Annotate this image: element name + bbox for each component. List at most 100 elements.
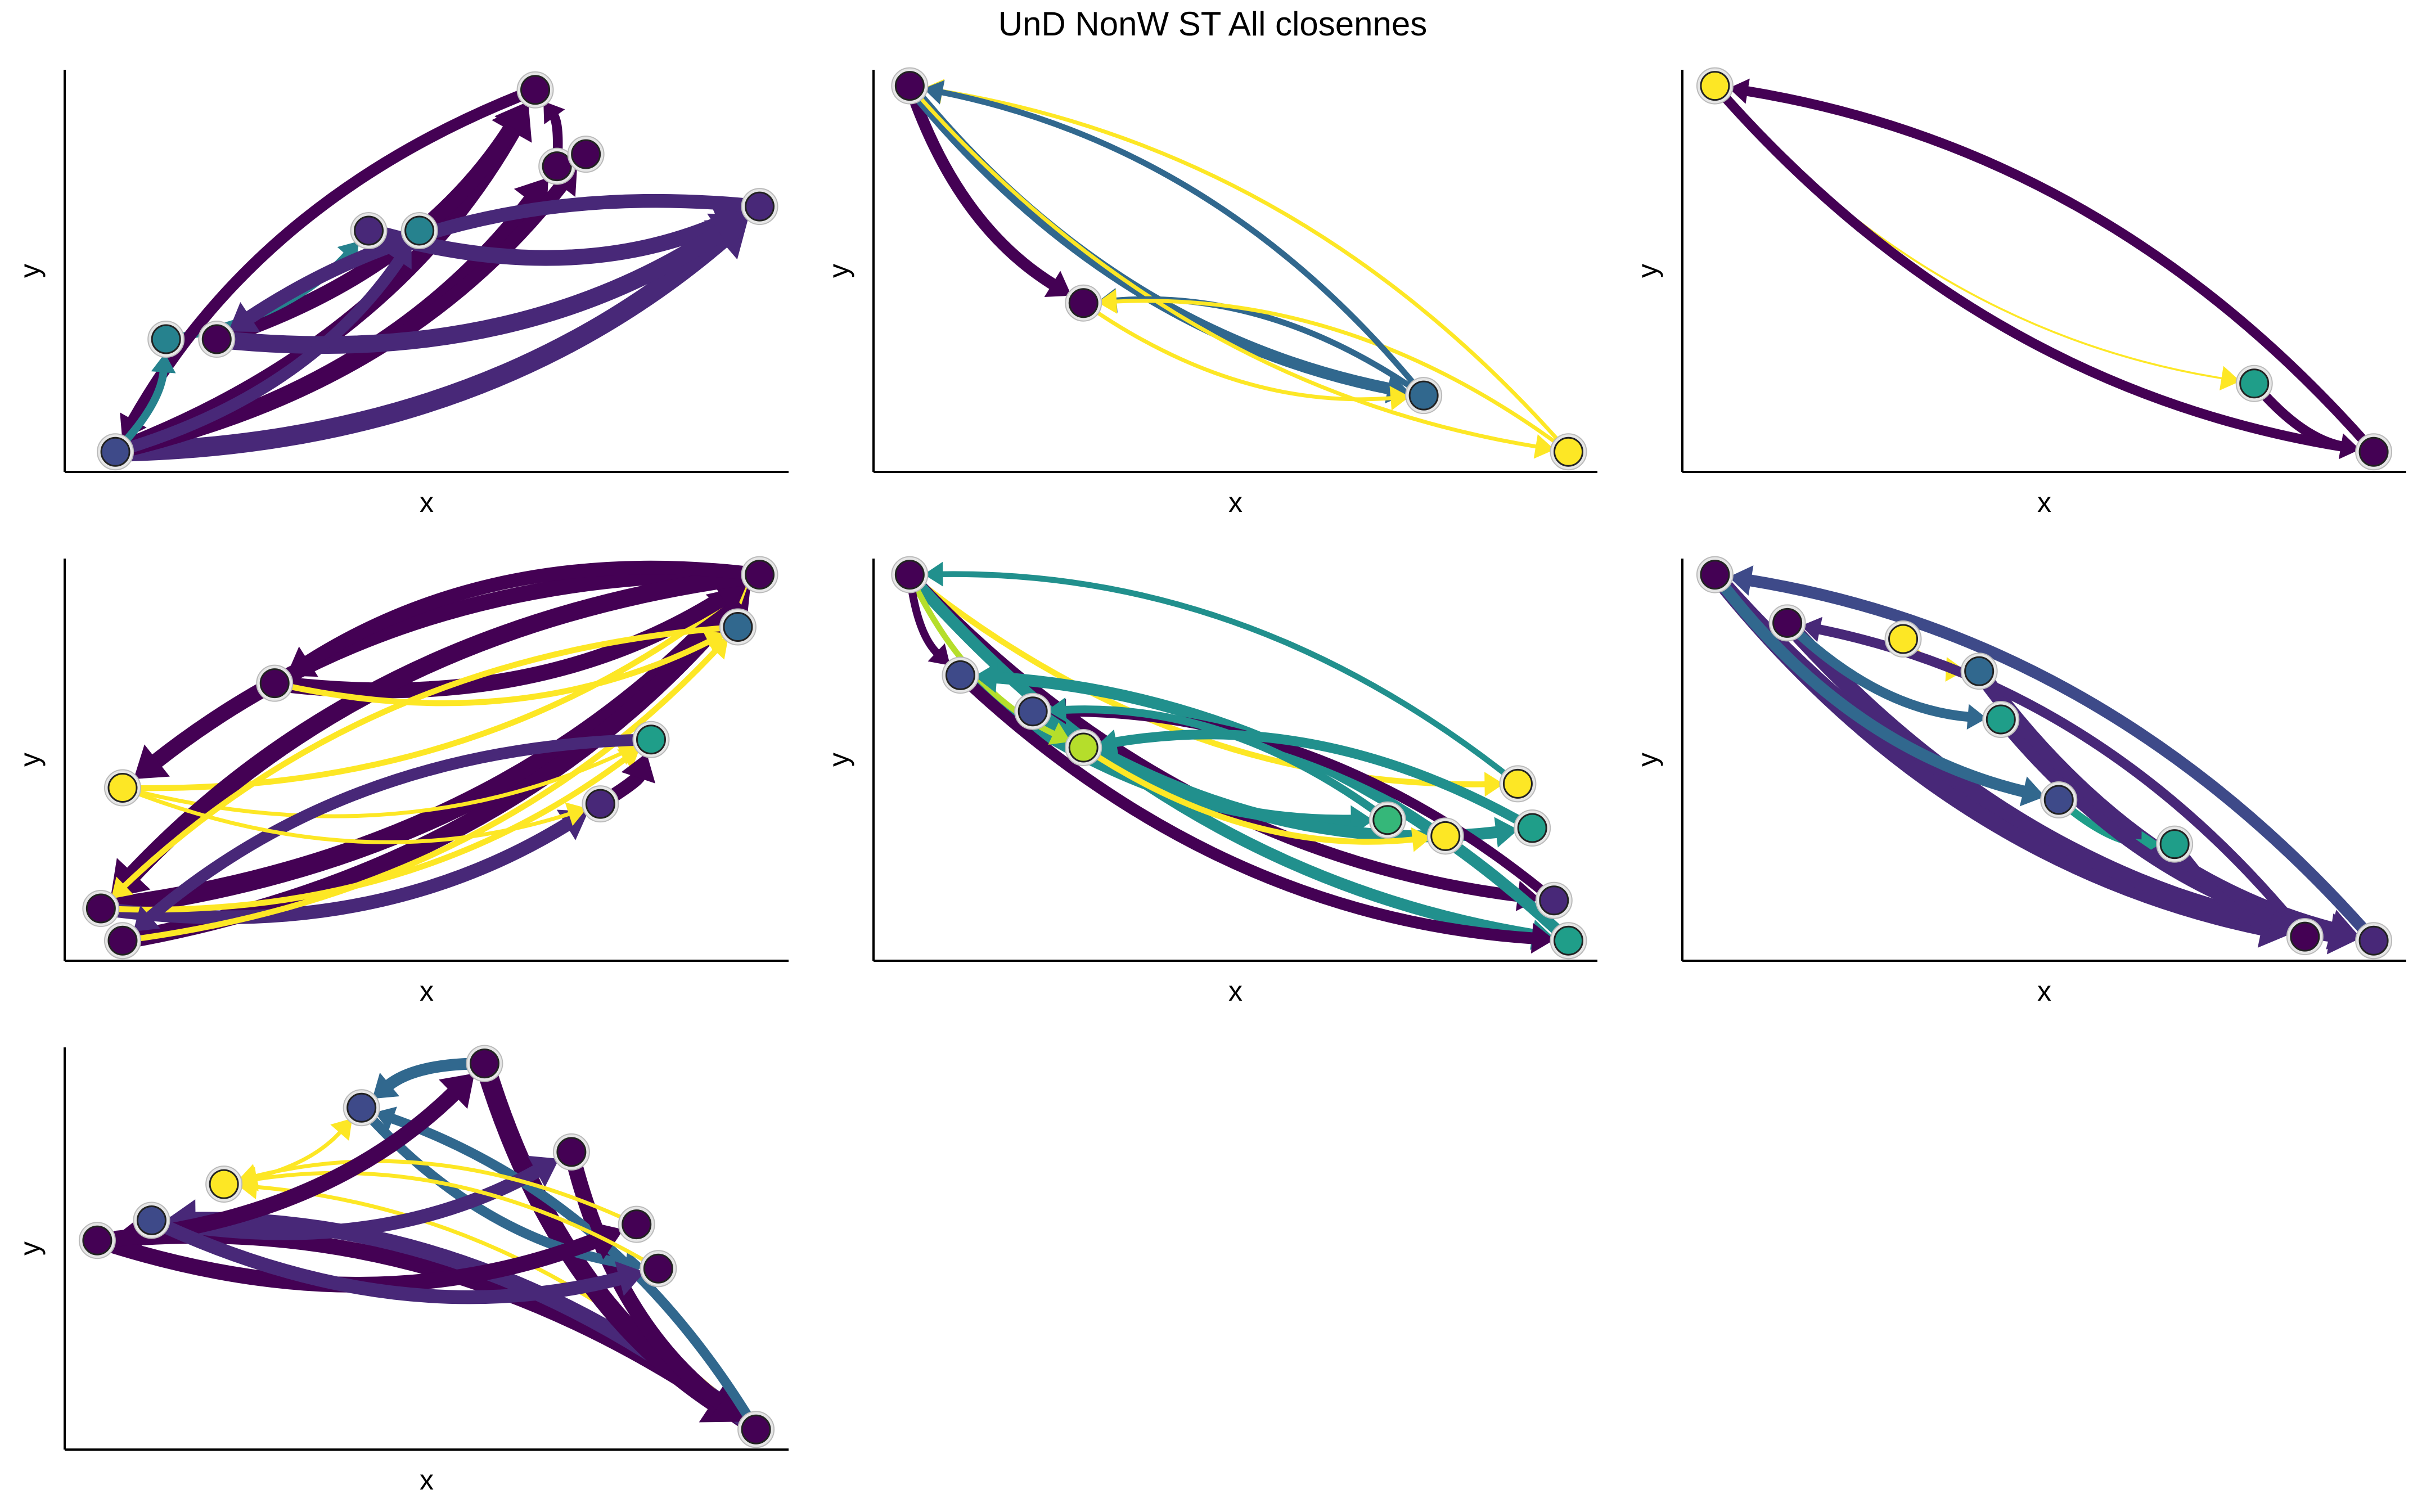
node bbox=[201, 324, 232, 354]
edge-arrow bbox=[565, 802, 587, 826]
edge bbox=[101, 755, 628, 913]
edge bbox=[273, 590, 729, 699]
edge-arrow bbox=[2335, 919, 2360, 949]
edge bbox=[253, 1159, 638, 1226]
edge-arrow bbox=[1966, 704, 1987, 730]
edge bbox=[1748, 574, 2378, 945]
edge-arrow bbox=[133, 744, 170, 780]
node bbox=[1888, 624, 1919, 654]
node bbox=[259, 668, 290, 699]
edge-arrow bbox=[711, 580, 748, 616]
node bbox=[151, 324, 181, 354]
node bbox=[2043, 785, 2074, 815]
node bbox=[1986, 704, 2016, 735]
edge-arrow bbox=[151, 353, 176, 374]
node bbox=[622, 1209, 652, 1240]
edge-arrow bbox=[330, 1118, 353, 1141]
edge bbox=[121, 624, 739, 889]
node bbox=[571, 139, 601, 169]
edge bbox=[127, 84, 538, 425]
edge-arrow bbox=[2265, 912, 2292, 942]
panel: xy bbox=[1632, 67, 2406, 518]
edges bbox=[112, 84, 760, 462]
node bbox=[1700, 71, 1730, 101]
node bbox=[2239, 368, 2270, 399]
edge-arrow bbox=[1048, 722, 1071, 745]
edge-arrow bbox=[386, 242, 412, 270]
node bbox=[2290, 921, 2320, 952]
node bbox=[723, 612, 753, 642]
node bbox=[136, 1205, 166, 1235]
edge bbox=[1113, 729, 1535, 832]
edge bbox=[1710, 571, 2027, 798]
edge-arrow bbox=[111, 876, 134, 899]
panel: xy bbox=[14, 70, 789, 518]
edge-arrow bbox=[923, 80, 945, 105]
x-axis-label: x bbox=[2037, 487, 2051, 518]
edges bbox=[1711, 78, 2378, 460]
edge-arrow bbox=[439, 1073, 475, 1109]
y-axis-label: y bbox=[1632, 264, 1663, 278]
edge-arrow bbox=[1047, 697, 1067, 722]
y-axis-label: y bbox=[823, 264, 854, 278]
edge bbox=[114, 179, 568, 459]
edge bbox=[905, 570, 1536, 941]
edge bbox=[115, 231, 729, 462]
edge bbox=[940, 88, 1570, 453]
node bbox=[1554, 436, 1584, 467]
y-axis-label: y bbox=[14, 264, 46, 278]
edge-arrow bbox=[1533, 434, 1555, 459]
edge-arrow bbox=[615, 1261, 645, 1296]
node bbox=[1068, 288, 1099, 318]
node bbox=[1018, 696, 1048, 727]
panel: xy bbox=[1632, 556, 2406, 1007]
node bbox=[1502, 768, 1533, 799]
x-axis-label: x bbox=[420, 975, 434, 1007]
node bbox=[556, 1137, 587, 1167]
x-axis-label: x bbox=[1228, 975, 1242, 1007]
edge-arrow bbox=[1494, 817, 1519, 848]
node bbox=[1964, 656, 1995, 686]
edge-arrow bbox=[1484, 772, 1504, 797]
edges bbox=[905, 561, 1573, 954]
edge-arrow bbox=[228, 302, 260, 332]
edge-arrow bbox=[1728, 565, 1754, 596]
node bbox=[745, 191, 775, 222]
edge bbox=[908, 84, 1538, 449]
panel: xy bbox=[14, 556, 789, 1007]
edge-arrow bbox=[494, 101, 529, 138]
node bbox=[643, 1253, 673, 1284]
edge bbox=[274, 638, 712, 706]
y-axis-label: y bbox=[14, 753, 46, 767]
edge bbox=[1114, 299, 1570, 454]
node bbox=[209, 1169, 239, 1199]
node bbox=[542, 151, 572, 182]
node bbox=[636, 724, 666, 755]
edge bbox=[1711, 82, 2344, 452]
edge bbox=[114, 255, 406, 458]
edge-arrow bbox=[974, 662, 998, 693]
node bbox=[745, 560, 775, 590]
edge bbox=[939, 89, 1426, 398]
edge-arrow bbox=[1728, 78, 1750, 104]
edge-arrow bbox=[1044, 271, 1072, 298]
node bbox=[520, 75, 551, 105]
node bbox=[107, 773, 138, 803]
node bbox=[2358, 925, 2389, 956]
edge-arrow bbox=[621, 753, 656, 784]
panel: xy bbox=[823, 556, 1597, 1007]
edge bbox=[1082, 745, 1415, 845]
edge-arrow bbox=[1411, 827, 1431, 852]
node bbox=[1554, 925, 1584, 956]
node bbox=[82, 1225, 112, 1256]
x-axis-label: x bbox=[2037, 975, 2051, 1007]
node bbox=[585, 789, 615, 819]
edge-arrow bbox=[286, 646, 318, 677]
edge bbox=[940, 571, 1520, 786]
y-axis-label: y bbox=[1632, 753, 1663, 767]
x-axis-label: x bbox=[420, 487, 434, 518]
edge bbox=[121, 786, 572, 844]
edge-arrow bbox=[543, 101, 565, 124]
edge bbox=[148, 1214, 623, 1304]
